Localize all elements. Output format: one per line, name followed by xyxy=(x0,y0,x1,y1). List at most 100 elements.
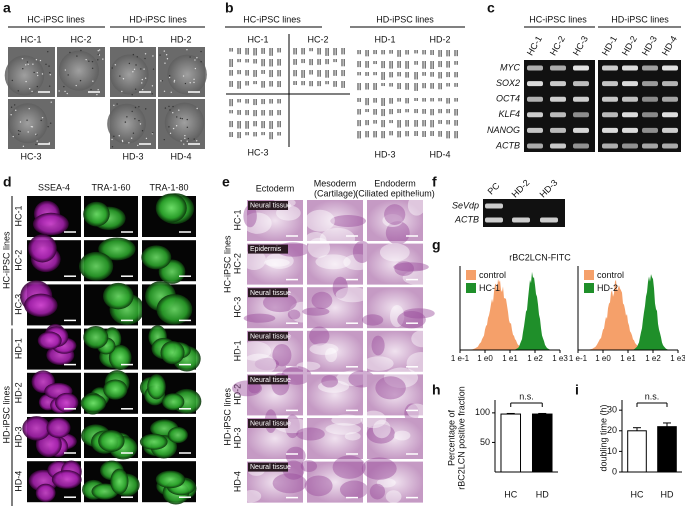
lane-label: HD-2 xyxy=(510,178,532,200)
cell-speck xyxy=(48,65,50,67)
legend-swatch xyxy=(584,283,594,293)
cell-speck xyxy=(97,50,99,52)
cell-speck xyxy=(97,59,99,61)
group-header: HC-iPSC lines xyxy=(27,14,85,24)
cell-speck xyxy=(179,117,182,119)
sample-label: HD-3 xyxy=(13,426,23,447)
cell-speck xyxy=(35,143,37,146)
cell-speck xyxy=(163,90,166,92)
colony xyxy=(164,102,205,143)
gene-label: SOX2 xyxy=(496,78,520,88)
cell-speck xyxy=(196,107,198,110)
gel-band xyxy=(485,217,503,223)
cell-speck xyxy=(200,50,202,53)
gel-band xyxy=(527,112,543,118)
group-label: HD-iPSC lines xyxy=(222,388,232,446)
marker-label: TRA-1-80 xyxy=(149,182,188,192)
cell-speck xyxy=(160,80,162,82)
cell-speck xyxy=(141,82,143,84)
cell-speck xyxy=(25,80,27,83)
histology-image xyxy=(367,461,423,503)
histogram xyxy=(460,278,560,350)
gel-band xyxy=(642,127,658,133)
legend-label: HC-1 xyxy=(479,283,500,293)
panel-label: h xyxy=(432,382,441,398)
panel-label: g xyxy=(432,237,441,253)
tissue-structure xyxy=(411,330,435,348)
annotation: n.s. xyxy=(519,391,534,401)
group-label: HC-iPSC lines xyxy=(1,231,11,289)
colony xyxy=(167,426,188,444)
colony xyxy=(24,293,58,317)
error-bar xyxy=(633,427,641,431)
cell-speck xyxy=(121,139,124,142)
tissue-structure xyxy=(282,460,305,480)
lane-label: HD-4 xyxy=(660,34,679,57)
x-tick-label: HC xyxy=(631,489,644,499)
colony xyxy=(102,282,134,310)
colony xyxy=(35,483,56,503)
tissue-structure xyxy=(393,262,429,272)
cell-speck xyxy=(184,134,186,137)
tissue-structure xyxy=(285,414,300,439)
cell-speck xyxy=(141,130,144,132)
gel-band xyxy=(550,112,566,118)
sample-label: HC-2 xyxy=(232,253,242,274)
tissue-structure xyxy=(305,209,335,232)
tissue-structure xyxy=(307,237,331,258)
x-tick-label: 1 e-1 xyxy=(569,354,588,363)
tissue-structure xyxy=(406,351,436,375)
cell-speck xyxy=(47,126,49,128)
cell-speck xyxy=(194,59,196,61)
panel-label: c xyxy=(487,0,495,16)
x-tick-label: 1 e0 xyxy=(477,354,493,363)
cell-speck xyxy=(133,68,136,71)
cell-speck xyxy=(178,109,180,111)
legend-swatch xyxy=(466,283,476,293)
panel-label: b xyxy=(225,0,234,16)
sample-label: HD-1 xyxy=(122,34,143,44)
cell-speck xyxy=(131,94,133,96)
cell-speck xyxy=(80,49,82,52)
cell-speck xyxy=(186,140,188,142)
gel-band xyxy=(662,112,678,118)
tissue-structure xyxy=(369,483,386,500)
tissue-structure xyxy=(372,419,391,439)
gel-band xyxy=(622,143,638,149)
sample-label: HC-2 xyxy=(13,250,23,271)
tissue-structure xyxy=(262,293,297,313)
cell-speck xyxy=(45,63,47,65)
cell-speck xyxy=(31,126,34,128)
colony xyxy=(83,325,109,349)
gel-band xyxy=(550,96,566,102)
colony xyxy=(109,54,149,95)
colony xyxy=(156,294,193,325)
cell-speck xyxy=(173,79,176,82)
tissue-structure xyxy=(376,478,396,488)
tissue-tag-box xyxy=(248,244,288,254)
colony xyxy=(155,193,187,223)
group-header: HD-iPSC lines xyxy=(611,14,669,24)
gel-band xyxy=(573,112,589,118)
gel-band xyxy=(602,96,618,102)
cell-speck xyxy=(163,138,165,141)
cell-speck xyxy=(32,63,34,65)
cell-speck xyxy=(27,63,29,65)
cell-speck xyxy=(79,79,82,82)
histology-image xyxy=(367,330,423,372)
histology-image xyxy=(367,287,423,329)
cell-speck xyxy=(140,68,142,70)
cell-speck xyxy=(64,90,66,93)
tissue-structure xyxy=(352,240,372,263)
tissue-structure xyxy=(296,427,325,441)
cell-speck xyxy=(168,126,170,128)
cell-speck xyxy=(194,67,197,70)
cell-speck xyxy=(67,74,69,76)
gene-label: KLF4 xyxy=(498,109,520,119)
x-tick-label: 1 e1 xyxy=(502,354,518,363)
colony xyxy=(155,470,186,489)
cell-speck xyxy=(92,80,94,82)
sample-label: HD-1 xyxy=(232,340,242,361)
cell-speck xyxy=(10,106,13,108)
colony xyxy=(139,433,168,450)
